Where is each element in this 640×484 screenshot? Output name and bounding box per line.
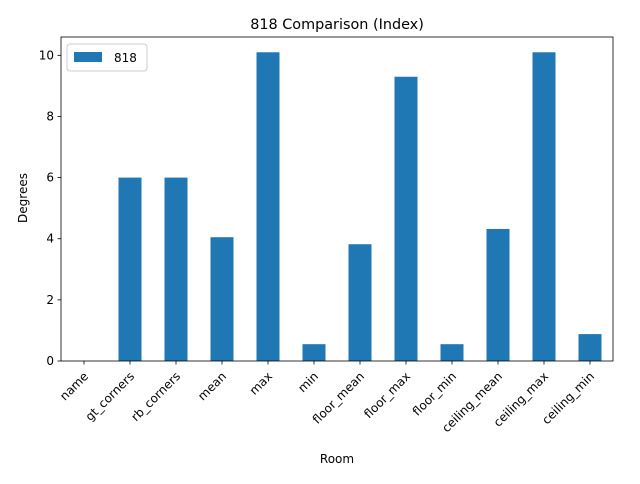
- chart-title: 818 Comparison (Index): [250, 17, 424, 33]
- y-tick-label: 4: [46, 232, 54, 246]
- y-tick-label: 10: [39, 48, 54, 62]
- y-tick-label: 0: [46, 354, 54, 368]
- bar-min: [302, 344, 326, 361]
- x-tick-label: floor_min: [410, 369, 459, 418]
- bar-rb_corners: [164, 177, 188, 361]
- y-tick-label: 2: [46, 293, 54, 307]
- y-tick-label: 6: [46, 171, 54, 185]
- bar-floor_min: [440, 344, 464, 361]
- x-tick-label: min: [295, 369, 321, 395]
- y-tick-label: 8: [46, 109, 54, 123]
- x-tick-label: mean: [195, 369, 229, 403]
- legend-frame: [66, 43, 148, 72]
- x-tick-label: rb_corners: [128, 369, 183, 424]
- bar-mean: [210, 237, 234, 361]
- legend-label: 818: [114, 51, 137, 65]
- axes-layer: [60, 36, 614, 362]
- x-tick-label: name: [57, 369, 91, 403]
- bars-layer: [118, 52, 602, 362]
- x-tick-label: max: [247, 369, 275, 397]
- bar-ceiling_min: [578, 334, 602, 361]
- x-tick-label: floor_max: [361, 369, 413, 421]
- bar-max: [256, 52, 280, 361]
- bar-ceiling_mean: [486, 228, 510, 361]
- legend-swatch: [74, 52, 102, 62]
- legend: 818: [66, 43, 148, 72]
- bar-gt_corners: [118, 177, 142, 361]
- plot-frame: [60, 36, 614, 362]
- bar-floor_max: [394, 76, 418, 362]
- x-axis-label: Room: [320, 452, 354, 466]
- bar-ceiling_max: [532, 52, 556, 361]
- y-axis-label: Degrees: [16, 173, 30, 223]
- bar-floor_mean: [348, 244, 372, 361]
